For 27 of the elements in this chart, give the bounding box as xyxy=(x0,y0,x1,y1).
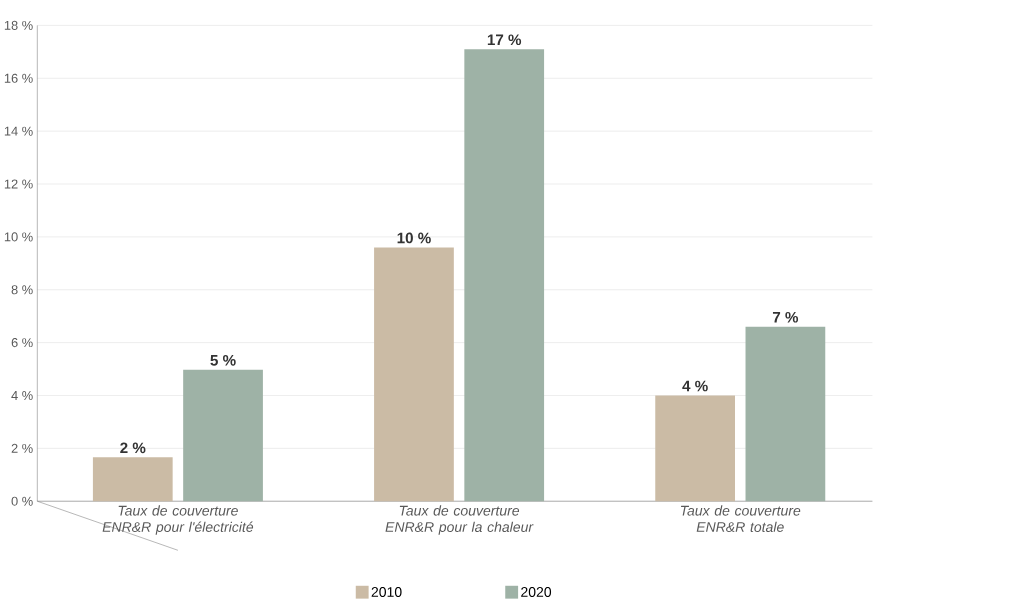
bar xyxy=(464,49,545,502)
legend-label: 2010 xyxy=(371,586,402,597)
y-tick-label: 18 % xyxy=(4,20,33,30)
bar xyxy=(183,369,263,502)
y-tick-label: 0 % xyxy=(11,496,33,506)
y-tick-label: 2 % xyxy=(11,443,33,453)
bar xyxy=(92,457,173,502)
x-tick-label: Taux de couverture ENR&R pour l'électricité xyxy=(102,505,254,535)
y-tick-label: 12 % xyxy=(4,179,33,189)
y-tick-label: 16 % xyxy=(4,73,33,83)
bar xyxy=(374,247,454,502)
data-label: 10 % xyxy=(397,232,431,244)
x-tick-label: Taux de couverture ENR&R pour la chaleur xyxy=(385,505,534,535)
data-label: 5 % xyxy=(210,354,236,366)
data-label: 2 % xyxy=(120,442,146,454)
bar xyxy=(745,326,826,502)
data-label: 4 % xyxy=(682,380,708,392)
x-tick-label: Taux de couverture ENR&R totale xyxy=(680,505,801,532)
legend-label: 2020 xyxy=(521,586,552,597)
data-label: 7 % xyxy=(772,311,799,323)
y-tick-label: 14 % xyxy=(4,126,33,136)
y-tick-label: 10 % xyxy=(4,232,33,242)
y-tick-label: 6 % xyxy=(11,337,33,348)
y-tick-label: 4 % xyxy=(11,390,33,400)
bar xyxy=(655,395,736,502)
data-label: 17 % xyxy=(487,34,522,45)
y-tick-label: 8 % xyxy=(11,285,33,295)
